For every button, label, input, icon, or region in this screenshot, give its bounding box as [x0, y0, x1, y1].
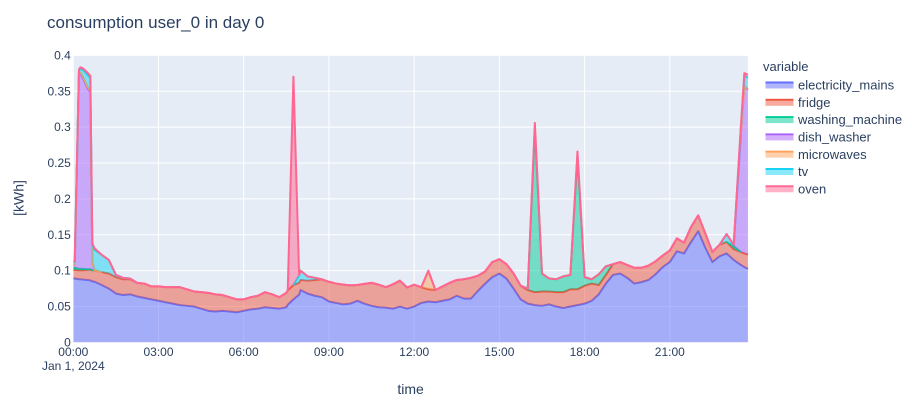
svg-text:00:00: 00:00: [58, 345, 88, 359]
svg-text:washing_machine: washing_machine: [797, 112, 902, 127]
svg-text:time: time: [397, 381, 424, 397]
svg-text:0.15: 0.15: [47, 228, 71, 242]
svg-text:consumption user_0 in day 0: consumption user_0 in day 0: [47, 13, 264, 32]
svg-text:0.35: 0.35: [47, 84, 71, 98]
svg-text:fridge: fridge: [798, 95, 831, 110]
svg-text:electricity_mains: electricity_mains: [798, 78, 895, 93]
svg-text:0.4: 0.4: [54, 48, 71, 62]
svg-text:0.05: 0.05: [47, 300, 71, 314]
svg-text:06:00: 06:00: [229, 345, 259, 359]
svg-text:03:00: 03:00: [143, 345, 173, 359]
svg-text:15:00: 15:00: [484, 345, 514, 359]
svg-text:18:00: 18:00: [570, 345, 600, 359]
svg-text:09:00: 09:00: [314, 345, 344, 359]
svg-text:microwaves: microwaves: [798, 147, 867, 162]
svg-text:dish_washer: dish_washer: [798, 130, 872, 145]
svg-text:0.2: 0.2: [54, 192, 71, 206]
svg-text:0.1: 0.1: [54, 264, 71, 278]
svg-text:Jan 1, 2024: Jan 1, 2024: [42, 359, 105, 373]
svg-text:0: 0: [64, 335, 71, 349]
svg-text:oven: oven: [798, 181, 826, 196]
svg-text:0.3: 0.3: [54, 120, 71, 134]
svg-text:0.25: 0.25: [47, 156, 71, 170]
svg-text:tv: tv: [798, 164, 809, 179]
svg-text:21:00: 21:00: [655, 345, 685, 359]
svg-text:variable: variable: [763, 59, 809, 74]
svg-text:[kWh]: [kWh]: [11, 180, 27, 216]
svg-text:12:00: 12:00: [399, 345, 429, 359]
